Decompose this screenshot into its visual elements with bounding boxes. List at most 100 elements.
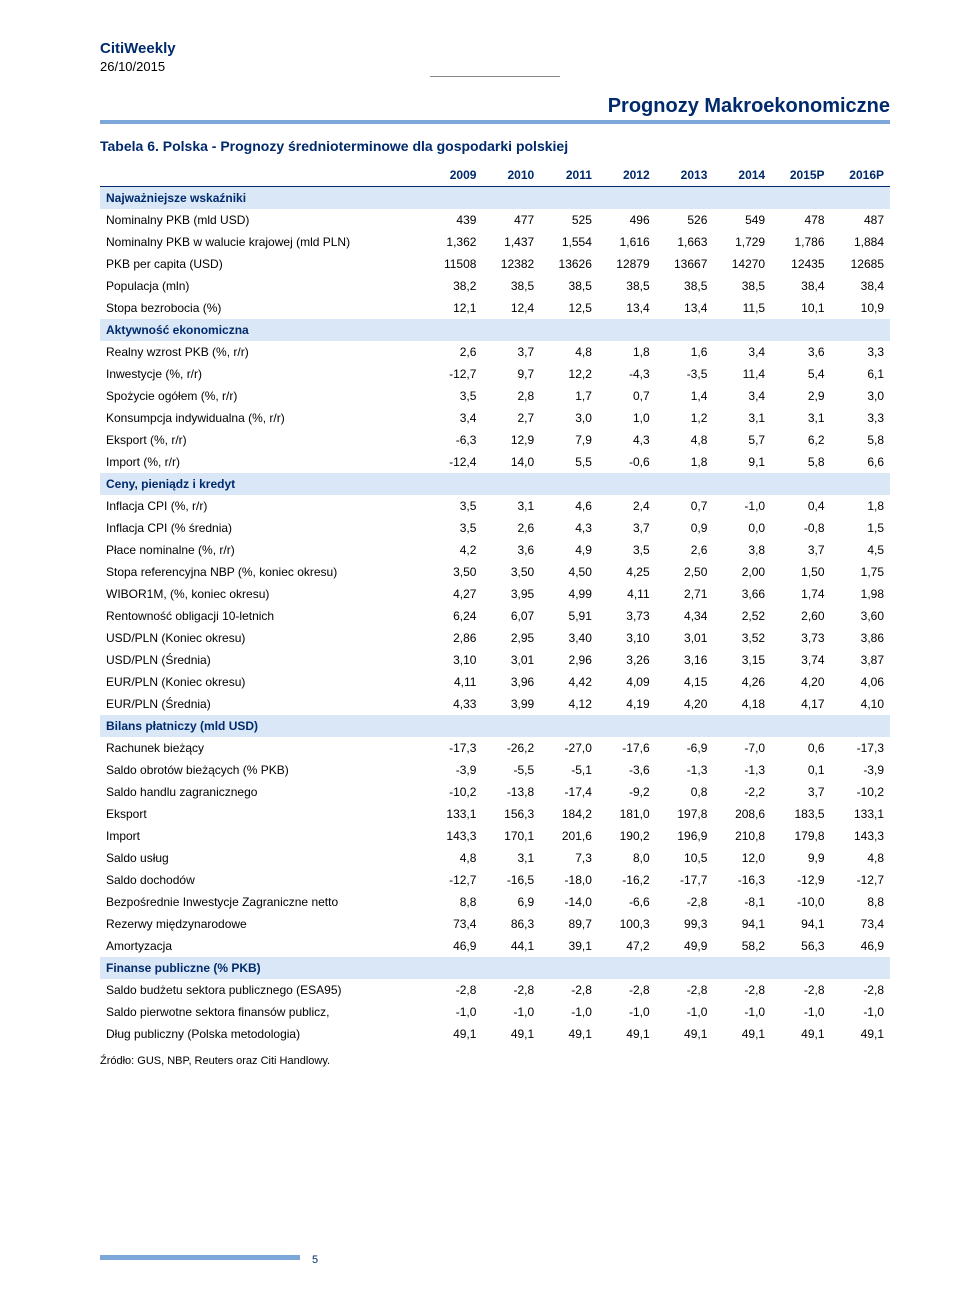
data-cell: 170,1: [482, 825, 540, 847]
row-label: USD/PLN (Średnia): [100, 649, 426, 671]
data-cell: 12,0: [713, 847, 771, 869]
data-cell: 9,9: [771, 847, 830, 869]
row-label: Import (%, r/r): [100, 451, 426, 473]
data-cell: -3,9: [831, 759, 890, 781]
data-cell: 4,11: [426, 671, 483, 693]
table-row: EUR/PLN (Średnia)4,333,994,124,194,204,1…: [100, 693, 890, 715]
data-cell: -17,3: [831, 737, 890, 759]
header: CitiWeekly 26/10/2015: [100, 40, 890, 77]
row-label: EUR/PLN (Średnia): [100, 693, 426, 715]
data-cell: -2,8: [713, 979, 771, 1001]
section-header-row: Bilans płatniczy (mld USD): [100, 715, 890, 737]
data-cell: 12,1: [426, 297, 483, 319]
data-cell: 12382: [482, 253, 540, 275]
data-cell: 10,9: [831, 297, 890, 319]
data-cell: -12,7: [831, 869, 890, 891]
data-cell: -17,6: [598, 737, 656, 759]
data-cell: 4,8: [426, 847, 483, 869]
data-cell: 3,73: [771, 627, 830, 649]
data-cell: 3,26: [598, 649, 656, 671]
data-cell: 3,60: [831, 605, 890, 627]
table-row: Nominalny PKB (mld USD)43947752549652654…: [100, 209, 890, 231]
data-cell: 6,07: [482, 605, 540, 627]
data-cell: -1,0: [540, 1001, 598, 1023]
data-cell: 3,40: [540, 627, 598, 649]
table-row: Populacja (mln)38,238,538,538,538,538,53…: [100, 275, 890, 297]
data-cell: -1,0: [598, 1001, 656, 1023]
data-cell: 4,3: [598, 429, 656, 451]
data-cell: -9,2: [598, 781, 656, 803]
row-label: Saldo usług: [100, 847, 426, 869]
data-cell: 3,0: [831, 385, 890, 407]
data-cell: -12,7: [426, 363, 483, 385]
data-cell: 4,15: [656, 671, 714, 693]
data-cell: 3,01: [482, 649, 540, 671]
section-header-label: Ceny, pieniądz i kredyt: [100, 473, 890, 495]
data-cell: 5,8: [831, 429, 890, 451]
data-cell: 190,2: [598, 825, 656, 847]
data-cell: -4,3: [598, 363, 656, 385]
data-cell: -12,4: [426, 451, 483, 473]
data-cell: 2,6: [656, 539, 714, 561]
data-cell: 487: [831, 209, 890, 231]
data-cell: -7,0: [713, 737, 771, 759]
section-header-label: Bilans płatniczy (mld USD): [100, 715, 890, 737]
section-header-label: Najważniejsze wskaźniki: [100, 187, 890, 210]
data-cell: -26,2: [482, 737, 540, 759]
row-label: Nominalny PKB (mld USD): [100, 209, 426, 231]
data-cell: 12,5: [540, 297, 598, 319]
data-cell: 12,4: [482, 297, 540, 319]
data-cell: -1,0: [482, 1001, 540, 1023]
section-header-row: Najważniejsze wskaźniki: [100, 187, 890, 210]
data-cell: 2,4: [598, 495, 656, 517]
data-cell: 14,0: [482, 451, 540, 473]
data-cell: 3,7: [482, 341, 540, 363]
table-body: Najważniejsze wskaźnikiNominalny PKB (ml…: [100, 187, 890, 1046]
data-cell: 1,8: [656, 451, 714, 473]
row-label: Saldo dochodów: [100, 869, 426, 891]
data-cell: 3,52: [713, 627, 771, 649]
data-cell: 1,74: [771, 583, 830, 605]
table-caption: Tabela 6. Polska - Prognozy średniotermi…: [100, 138, 890, 154]
table-row: WIBOR1M, (%, koniec okresu)4,273,954,994…: [100, 583, 890, 605]
data-cell: 49,1: [831, 1023, 890, 1045]
data-cell: 3,74: [771, 649, 830, 671]
section-header-row: Aktywność ekonomiczna: [100, 319, 890, 341]
data-cell: 49,1: [426, 1023, 483, 1045]
row-label: EUR/PLN (Koniec okresu): [100, 671, 426, 693]
data-cell: -13,8: [482, 781, 540, 803]
data-cell: -1,0: [831, 1001, 890, 1023]
data-cell: -1,3: [713, 759, 771, 781]
data-cell: 210,8: [713, 825, 771, 847]
data-cell: 4,9: [540, 539, 598, 561]
data-cell: -2,2: [713, 781, 771, 803]
data-cell: -27,0: [540, 737, 598, 759]
footer-accent-bar: [100, 1255, 300, 1260]
data-cell: 1,8: [831, 495, 890, 517]
section-header-row: Ceny, pieniądz i kredyt: [100, 473, 890, 495]
data-cell: 183,5: [771, 803, 830, 825]
data-cell: 9,1: [713, 451, 771, 473]
data-cell: 7,9: [540, 429, 598, 451]
data-cell: 179,8: [771, 825, 830, 847]
data-cell: -16,2: [598, 869, 656, 891]
data-cell: -6,3: [426, 429, 483, 451]
table-row: Saldo budżetu sektora publicznego (ESA95…: [100, 979, 890, 1001]
data-cell: 4,19: [598, 693, 656, 715]
data-cell: -10,2: [831, 781, 890, 803]
col-year: 2013: [656, 164, 714, 187]
data-cell: 3,7: [771, 781, 830, 803]
data-cell: 549: [713, 209, 771, 231]
table-row: PKB per capita (USD)11508123821362612879…: [100, 253, 890, 275]
data-cell: -0,8: [771, 517, 830, 539]
data-cell: 49,9: [656, 935, 714, 957]
data-cell: 2,50: [656, 561, 714, 583]
data-cell: 3,10: [598, 627, 656, 649]
data-cell: 5,5: [540, 451, 598, 473]
data-cell: 4,50: [540, 561, 598, 583]
data-cell: 143,3: [831, 825, 890, 847]
data-cell: -1,0: [713, 495, 771, 517]
row-label: Nominalny PKB w walucie krajowej (mld PL…: [100, 231, 426, 253]
data-cell: 44,1: [482, 935, 540, 957]
data-cell: 0,9: [656, 517, 714, 539]
